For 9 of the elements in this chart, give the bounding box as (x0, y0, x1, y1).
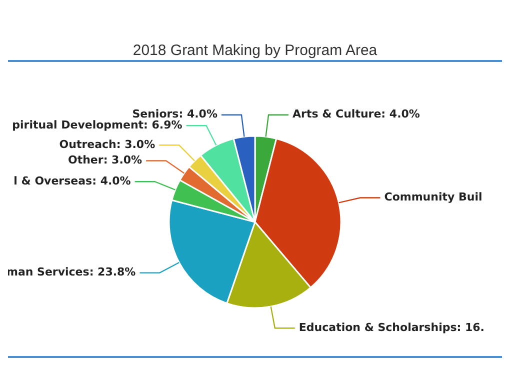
slice-label: Arts & Culture: 4.0% (292, 108, 420, 121)
slice-label: Community Buil (384, 190, 482, 204)
slice-label: Other: 3.0% (68, 154, 142, 167)
slice-label: l & Overseas: 4.0% (14, 174, 131, 188)
slice-label: piritual Development: 6.9% (12, 118, 182, 132)
slice-label: Seniors: 4.0% (132, 108, 218, 121)
slice-label: Outreach: 3.0% (59, 138, 156, 152)
slice-label: Education & Scholarships: 16. (298, 321, 484, 334)
chart-title: 2018 Grant Making by Program Area (132, 42, 378, 60)
